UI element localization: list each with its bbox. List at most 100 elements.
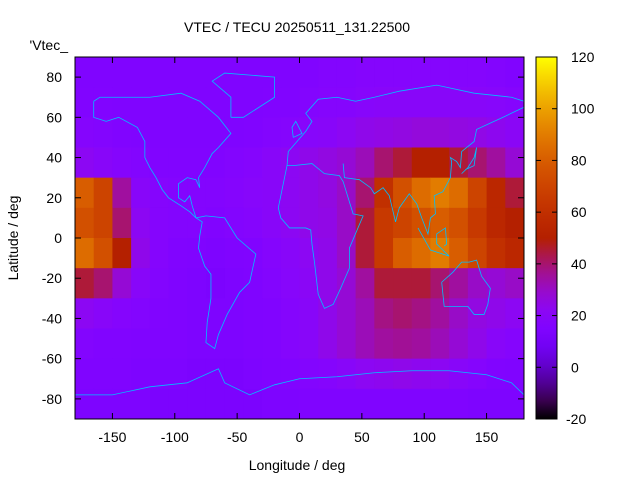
heatmap-cell — [505, 177, 525, 209]
heatmap-cell — [467, 268, 488, 299]
heatmap-cell — [355, 268, 375, 299]
heatmap-cell — [430, 268, 450, 299]
heatmap-cell — [243, 117, 263, 148]
legend-entry: 'Vtec_ — [30, 37, 69, 53]
heatmap-cell — [262, 207, 282, 239]
heatmap-cell — [336, 238, 357, 269]
heatmap-cell — [467, 388, 488, 420]
heatmap-cell — [336, 328, 357, 360]
heatmap-cell — [93, 117, 113, 148]
heatmap-cell — [299, 117, 319, 148]
heatmap-cell — [505, 117, 525, 148]
y-tick-label: -60 — [42, 351, 62, 367]
heatmap-cell — [449, 57, 469, 88]
heatmap-cell — [131, 207, 151, 239]
heatmap-cell — [280, 117, 300, 148]
heatmap-cell — [131, 87, 151, 118]
heatmap-cell — [336, 57, 357, 88]
heatmap-cell — [411, 268, 431, 299]
heatmap-cell — [393, 238, 413, 269]
heatmap-cell — [355, 147, 375, 179]
heatmap-cell — [112, 117, 132, 148]
heatmap-cell — [205, 358, 226, 390]
heatmap-cell — [149, 298, 170, 329]
heatmap-cell — [93, 268, 113, 299]
heatmap-cell — [168, 207, 188, 239]
heatmap-cell — [262, 268, 282, 299]
heatmap-cell — [187, 328, 207, 360]
heatmap-cell — [393, 177, 413, 209]
heatmap-cell — [505, 268, 525, 299]
coastline — [93, 92, 257, 350]
heatmap-cell — [318, 57, 338, 88]
heatmap-cell — [75, 268, 95, 299]
heatmap-cell — [486, 57, 506, 88]
heatmap-cell — [262, 238, 282, 269]
heatmap-cell — [505, 147, 525, 179]
heatmap-cell — [187, 117, 207, 148]
heatmap-cell — [449, 238, 469, 269]
heatmap-cell — [205, 147, 226, 179]
heatmap-cell — [505, 87, 525, 118]
heatmap-cell — [224, 117, 244, 148]
heatmap-cell — [187, 238, 207, 269]
heatmap-cell — [449, 207, 469, 239]
heatmap-cell — [75, 388, 95, 420]
heatmap-cell — [374, 117, 394, 148]
heatmap-cell — [205, 207, 226, 239]
heatmap-cell — [355, 388, 375, 420]
heatmap-cell — [280, 238, 300, 269]
heatmap-cell — [224, 388, 244, 420]
heatmap-cell — [280, 207, 300, 239]
colorbar-tick-label: 100 — [571, 101, 595, 117]
heatmap-cell — [374, 268, 394, 299]
heatmap-cell — [131, 358, 151, 390]
heatmap-cell — [243, 147, 263, 179]
heatmap-cell — [299, 298, 319, 329]
heatmap-cell — [280, 268, 300, 299]
colorbar-tick-label: 40 — [571, 256, 587, 272]
heatmap-cell — [243, 87, 263, 118]
heatmap-cell — [205, 117, 226, 148]
heatmap-cell — [262, 298, 282, 329]
heatmap-cell — [318, 147, 338, 179]
heatmap-cell — [449, 298, 469, 329]
heatmap-cell — [486, 238, 506, 269]
heatmap-cell — [393, 298, 413, 329]
heatmap-cell — [75, 117, 95, 148]
heatmap-cell — [187, 87, 207, 118]
heatmap-cell — [131, 147, 151, 179]
heatmap-cell — [393, 117, 413, 148]
heatmap-cell — [205, 87, 226, 118]
heatmap-cell — [112, 268, 132, 299]
colorbar-tick-label: 120 — [571, 49, 595, 65]
heatmap-cell — [75, 298, 95, 329]
heatmap-cell — [187, 298, 207, 329]
heatmap-cell — [131, 268, 151, 299]
heatmap-cell — [411, 388, 431, 420]
y-axis-ticks: -80 -60 -40 -20 0 20 40 60 80 — [42, 69, 524, 407]
heatmap-cell — [149, 207, 170, 239]
x-tick-label: -150 — [98, 429, 126, 445]
heatmap-cell — [75, 207, 95, 239]
heatmap-cell — [336, 207, 357, 239]
heatmap-cell — [280, 388, 300, 420]
heatmap-cell — [262, 328, 282, 360]
heatmap-cell — [187, 268, 207, 299]
heatmap-cell — [430, 388, 450, 420]
heatmap-cell — [93, 238, 113, 269]
heatmap-cell — [486, 388, 506, 420]
heatmap-cell — [168, 117, 188, 148]
x-axis-label: Longitude / deg — [249, 457, 346, 473]
heatmap-cell — [318, 238, 338, 269]
heatmap-cell — [131, 388, 151, 420]
heatmap-cell — [149, 57, 170, 88]
heatmap-cell — [355, 238, 375, 269]
heatmap-cell — [299, 147, 319, 179]
heatmap-cell — [430, 117, 450, 148]
heatmap-cell — [205, 268, 226, 299]
heatmap-cell — [168, 328, 188, 360]
heatmap-cell — [205, 298, 226, 329]
heatmap-cell — [224, 207, 244, 239]
